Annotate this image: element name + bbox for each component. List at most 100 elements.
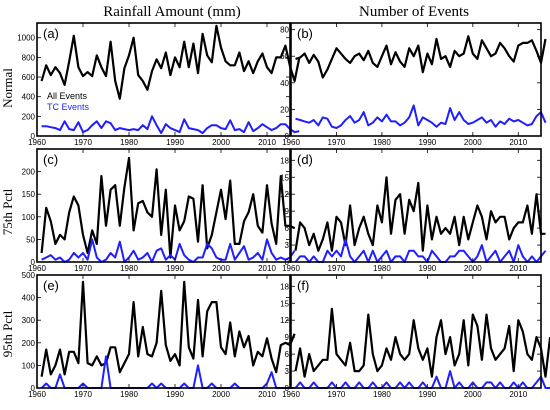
y-tick-label: 18 (280, 282, 289, 291)
y-tick-label: 100 (22, 213, 36, 222)
series-line-all-events (294, 176, 546, 252)
series-line-all-events (294, 307, 550, 378)
y-tick-label: 40 (280, 79, 289, 88)
x-tick-label: 2010 (509, 264, 527, 273)
y-tick-label: 18 (280, 156, 289, 165)
row-label-95th: 95th Pctl (0, 310, 15, 357)
x-tick-label: 1970 (74, 138, 92, 147)
legend: All Events TC Events (47, 91, 90, 112)
x-tick-label: 1980 (373, 264, 391, 273)
x-tick-label: 1990 (418, 138, 436, 147)
plot-frame (290, 148, 542, 263)
x-tick-label: 1970 (74, 264, 92, 273)
y-tick-label: 12 (280, 190, 289, 199)
y-tick-label: 12 (280, 316, 289, 325)
y-tick-label: 15 (280, 299, 289, 308)
x-tick-label: 1960 (28, 138, 46, 147)
x-tick-label: 1980 (120, 390, 138, 399)
x-tick-label: 1960 (28, 390, 46, 399)
y-tick-label: 200 (22, 112, 36, 121)
y-tick-label: 800 (22, 53, 36, 62)
y-tick-label: 0 (31, 384, 36, 393)
x-tick-label: 1970 (328, 264, 346, 273)
x-tick-label: 1990 (166, 390, 184, 399)
y-tick-label: 200 (22, 168, 36, 177)
panel-b: 1960 1970 1980 1990 2000 2010 0 20 40 60 80 (b) (280, 22, 547, 147)
x-tick-label: 1970 (328, 138, 346, 147)
y-tick-label: 6 (285, 350, 290, 359)
panel-letter: (d) (297, 152, 313, 167)
x-tick-label: 1980 (373, 138, 391, 147)
legend-all-events: All Events (47, 91, 88, 101)
x-tick-label: 1990 (418, 390, 436, 399)
x-tick-label: 2010 (258, 138, 276, 147)
y-tick-label: 500 (22, 271, 36, 280)
y-tick-label: 15 (280, 173, 289, 182)
y-tick-label: 9 (285, 333, 290, 342)
plot-frame (36, 148, 291, 263)
y-tick-label: 80 (280, 26, 289, 35)
y-tick-label: 20 (280, 105, 289, 114)
panel-letter: (f) (297, 278, 309, 293)
panel-letter: (b) (297, 26, 313, 41)
series-line-tc-events (295, 104, 547, 129)
series-line-tc-events (41, 115, 300, 135)
x-tick-label: 2000 (464, 138, 482, 147)
y-tick-label: 150 (22, 190, 36, 199)
panels: 1960 1970 1980 1990 2000 20100200400600800100… (17, 22, 550, 399)
panel-e: 1960 1970 1980 1990 2000 2010 0 100 200 300 400 500… (22, 271, 296, 399)
y-tick-label: 50 (26, 235, 35, 244)
panel-letter: (c) (43, 152, 58, 167)
series-line-tc-events (294, 370, 550, 389)
y-tick-label: 9 (285, 207, 290, 216)
row-label-normal: Normal (0, 68, 15, 108)
plot-frame (290, 22, 542, 137)
x-tick-label: 1960 (28, 264, 46, 273)
x-tick-label: 1980 (373, 390, 391, 399)
panel-f: 1960 1970 1980 1990 2000 2010 0 3 6 9 12 15 18 (f) (280, 274, 550, 399)
y-tick-label: 6 (285, 224, 290, 233)
panel-a: 1960 1970 1980 1990 2000 20100200400600800100… (17, 22, 301, 147)
panel-letter: (e) (43, 278, 59, 293)
series-line-all-events (40, 24, 301, 100)
y-tick-label: 300 (22, 316, 36, 325)
x-tick-label: 2010 (509, 138, 527, 147)
plot-frame (36, 22, 291, 137)
x-tick-label: 2000 (464, 264, 482, 273)
series-line-all-events (295, 35, 547, 79)
y-tick-label: 600 (22, 73, 36, 82)
y-tick-label: 100 (22, 361, 36, 370)
series-line-tc-events (41, 238, 296, 263)
row-label-75th: 75th Pctl (0, 188, 15, 235)
x-tick-label: 1990 (166, 138, 184, 147)
x-tick-label: 2000 (212, 390, 230, 399)
y-tick-label: 60 (280, 52, 289, 61)
y-tick-label: 0 (285, 132, 290, 141)
y-tick-label: 0 (31, 258, 36, 267)
x-tick-label: 2000 (212, 264, 230, 273)
y-tick-label: 0 (285, 258, 290, 267)
y-tick-label: 0 (285, 384, 290, 393)
y-tick-label: 400 (22, 294, 36, 303)
column-title-events: Number of Events (359, 4, 469, 20)
x-tick-label: 2010 (258, 264, 276, 273)
series-line-all-events (40, 280, 296, 377)
panel-d: 1960 1970 1980 1990 2000 2010 0 3 6 9 12 15 18 (d) (280, 148, 547, 273)
y-tick-label: 400 (22, 93, 36, 102)
x-tick-label: 1990 (166, 264, 184, 273)
plot-frame (290, 274, 542, 389)
x-tick-label: 1980 (120, 138, 138, 147)
x-tick-label: 1970 (328, 390, 346, 399)
legend-tc-events: TC Events (47, 102, 90, 112)
series-line-tc-events (294, 238, 547, 263)
x-tick-label: 1960 (282, 390, 300, 399)
x-tick-label: 1980 (120, 264, 138, 273)
x-tick-label: 2010 (258, 390, 276, 399)
series-line-all-events (40, 156, 296, 259)
y-tick-label: 1000 (17, 34, 35, 43)
y-tick-label: 200 (22, 339, 36, 348)
y-tick-label: 3 (285, 367, 290, 376)
plot-frame (36, 274, 291, 389)
